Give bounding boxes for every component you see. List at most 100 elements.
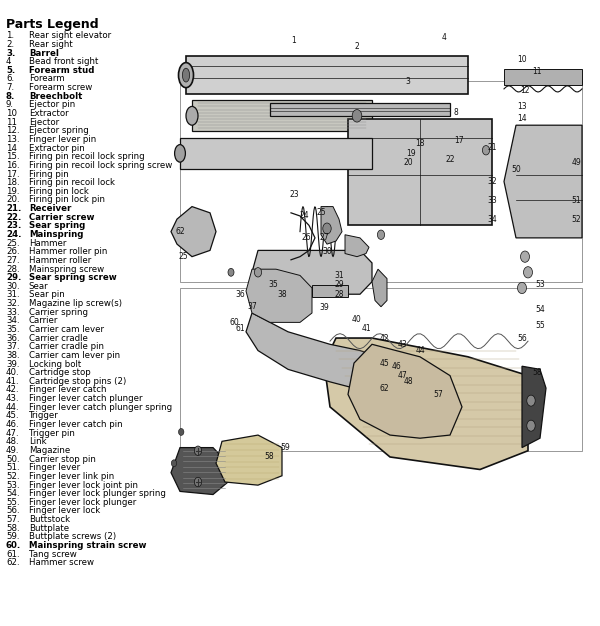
Text: Carrier: Carrier bbox=[29, 316, 58, 326]
Polygon shape bbox=[522, 366, 546, 448]
Text: 51.: 51. bbox=[6, 463, 20, 472]
Text: 50: 50 bbox=[511, 165, 521, 173]
Text: 54.: 54. bbox=[6, 489, 20, 498]
Text: 35: 35 bbox=[268, 280, 278, 289]
Text: Hammer: Hammer bbox=[29, 239, 66, 248]
Text: Hammer roller: Hammer roller bbox=[29, 256, 91, 265]
Text: 46.: 46. bbox=[6, 420, 20, 429]
Text: Carrier spring: Carrier spring bbox=[29, 308, 88, 317]
Text: 24: 24 bbox=[300, 212, 310, 220]
Text: 7.: 7. bbox=[6, 83, 14, 92]
Text: 42: 42 bbox=[379, 334, 389, 342]
Text: Finger lever lock: Finger lever lock bbox=[29, 506, 100, 515]
Text: 50.: 50. bbox=[6, 454, 20, 464]
Text: 25.: 25. bbox=[6, 239, 20, 248]
Text: 12: 12 bbox=[520, 86, 530, 95]
Text: Firing pin recoil lock: Firing pin recoil lock bbox=[29, 178, 115, 187]
Polygon shape bbox=[348, 119, 492, 225]
Text: 52: 52 bbox=[571, 215, 581, 223]
Text: 40: 40 bbox=[352, 315, 362, 324]
Text: Finger lever catch plunger: Finger lever catch plunger bbox=[29, 394, 142, 403]
Text: 19.: 19. bbox=[6, 187, 19, 196]
Ellipse shape bbox=[179, 428, 184, 436]
Text: 13: 13 bbox=[517, 102, 527, 111]
Text: 57.: 57. bbox=[6, 515, 20, 524]
Text: 36.: 36. bbox=[6, 334, 20, 342]
Text: Firing pin recoil lock spring screw: Firing pin recoil lock spring screw bbox=[29, 161, 172, 170]
Text: Forearm screw: Forearm screw bbox=[29, 83, 92, 92]
Text: 9.: 9. bbox=[6, 100, 14, 110]
Text: 37.: 37. bbox=[6, 342, 20, 351]
Text: 44: 44 bbox=[415, 346, 425, 355]
Text: 48: 48 bbox=[403, 377, 413, 386]
Text: Firing pin: Firing pin bbox=[29, 170, 68, 178]
Polygon shape bbox=[345, 235, 369, 257]
Text: 42.: 42. bbox=[6, 386, 20, 394]
Text: Finger lever lock plunger: Finger lever lock plunger bbox=[29, 498, 136, 507]
Text: 32: 32 bbox=[487, 177, 497, 186]
Text: Tang screw: Tang screw bbox=[29, 550, 77, 558]
Text: Carrier cam lever pin: Carrier cam lever pin bbox=[29, 351, 120, 360]
Text: Trigger: Trigger bbox=[29, 411, 59, 421]
Text: 13.: 13. bbox=[6, 135, 20, 144]
Ellipse shape bbox=[527, 395, 535, 406]
Text: Mainspring: Mainspring bbox=[29, 230, 83, 239]
Text: 12.: 12. bbox=[6, 126, 20, 135]
Text: Bead front sight: Bead front sight bbox=[29, 57, 98, 66]
Text: 41: 41 bbox=[361, 324, 371, 333]
Ellipse shape bbox=[179, 63, 193, 88]
Text: Carrier cradle pin: Carrier cradle pin bbox=[29, 342, 104, 351]
Text: 46: 46 bbox=[391, 362, 401, 371]
Text: 17: 17 bbox=[454, 136, 464, 145]
Ellipse shape bbox=[228, 269, 234, 276]
Text: 4: 4 bbox=[442, 33, 446, 42]
Ellipse shape bbox=[523, 267, 533, 278]
Text: 62.: 62. bbox=[6, 558, 20, 567]
Text: 39.: 39. bbox=[6, 359, 19, 369]
Text: 62: 62 bbox=[175, 227, 185, 236]
Text: 14: 14 bbox=[6, 143, 17, 153]
Text: 40.: 40. bbox=[6, 368, 20, 377]
Text: Cartridge stop pins (2): Cartridge stop pins (2) bbox=[29, 377, 126, 386]
Text: Firing pin lock pin: Firing pin lock pin bbox=[29, 195, 105, 205]
Text: 14: 14 bbox=[517, 115, 527, 123]
Text: 21.: 21. bbox=[6, 204, 22, 213]
Text: Parts Legend: Parts Legend bbox=[6, 18, 98, 31]
Text: Finger lever catch plunger spring: Finger lever catch plunger spring bbox=[29, 403, 172, 412]
Text: 31.: 31. bbox=[6, 290, 20, 299]
Ellipse shape bbox=[194, 446, 202, 456]
Polygon shape bbox=[180, 138, 372, 169]
Text: Magazine lip screw(s): Magazine lip screw(s) bbox=[29, 299, 122, 308]
Text: Finger lever pin: Finger lever pin bbox=[29, 135, 96, 144]
Polygon shape bbox=[246, 313, 390, 394]
Ellipse shape bbox=[517, 282, 527, 294]
Text: 47.: 47. bbox=[6, 429, 20, 438]
Polygon shape bbox=[348, 344, 462, 438]
Ellipse shape bbox=[175, 145, 185, 162]
Text: 35.: 35. bbox=[6, 325, 20, 334]
Text: 47: 47 bbox=[397, 371, 407, 380]
Text: Forearm stud: Forearm stud bbox=[29, 66, 94, 75]
Text: 27.: 27. bbox=[6, 256, 20, 265]
Text: Receiver: Receiver bbox=[29, 204, 71, 213]
Text: 56.: 56. bbox=[6, 506, 20, 515]
Text: 24.: 24. bbox=[6, 230, 22, 239]
Text: Mainspring screw: Mainspring screw bbox=[29, 265, 104, 274]
Text: Magazine: Magazine bbox=[29, 446, 70, 455]
Text: 55: 55 bbox=[535, 321, 545, 330]
Text: Carrier cam lever: Carrier cam lever bbox=[29, 325, 104, 334]
Text: 58: 58 bbox=[532, 368, 542, 377]
Polygon shape bbox=[504, 69, 582, 85]
Text: 30.: 30. bbox=[6, 282, 20, 291]
Text: 36: 36 bbox=[235, 290, 245, 299]
Ellipse shape bbox=[186, 106, 198, 125]
Text: 56: 56 bbox=[517, 334, 527, 342]
Text: 11: 11 bbox=[532, 68, 542, 76]
Text: 62: 62 bbox=[379, 384, 389, 393]
Ellipse shape bbox=[254, 268, 262, 277]
Text: Cartridge stop: Cartridge stop bbox=[29, 368, 91, 377]
Text: 1: 1 bbox=[292, 36, 296, 45]
Text: 58.: 58. bbox=[6, 524, 20, 533]
Text: 55.: 55. bbox=[6, 498, 20, 507]
Ellipse shape bbox=[323, 223, 331, 234]
